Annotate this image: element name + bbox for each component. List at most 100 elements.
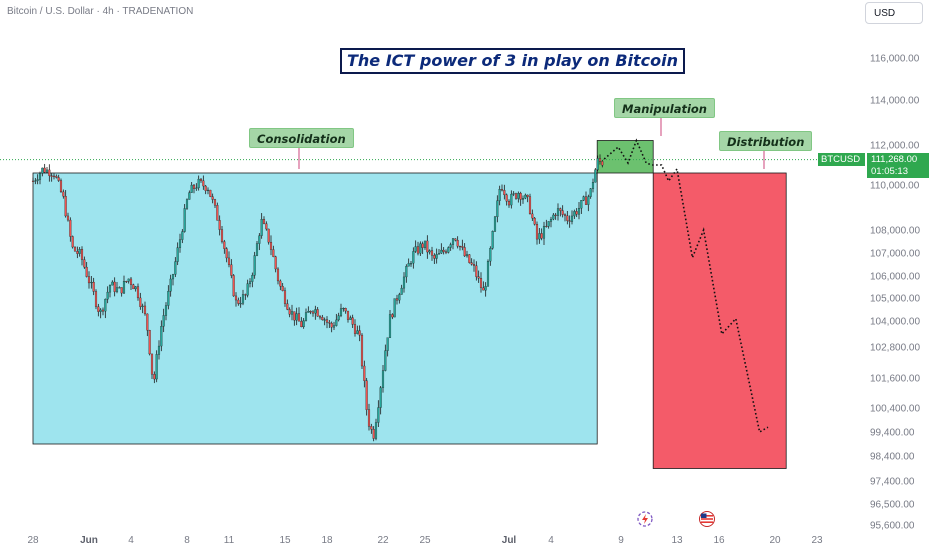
candle	[190, 181, 193, 193]
candle	[213, 198, 217, 208]
x-tick-label: 28	[27, 535, 39, 546]
candle	[484, 282, 487, 297]
candle	[141, 303, 144, 314]
candle	[365, 377, 368, 416]
candle	[500, 184, 504, 192]
candle	[400, 284, 403, 295]
candle	[241, 289, 245, 306]
currency-button[interactable]: USD	[865, 2, 923, 24]
candle	[346, 310, 350, 323]
candle	[230, 259, 233, 279]
candle	[38, 171, 42, 185]
candle	[288, 307, 291, 318]
candle	[353, 319, 357, 337]
candle	[260, 213, 263, 239]
candle	[552, 212, 555, 221]
candle	[407, 258, 410, 267]
x-tick-label: Jun	[80, 535, 98, 546]
candle	[139, 292, 142, 310]
candle	[596, 155, 599, 172]
candle	[209, 189, 212, 198]
candle	[454, 238, 457, 242]
candle	[549, 216, 553, 228]
candle	[377, 400, 380, 427]
candle	[309, 310, 312, 315]
candle	[328, 319, 331, 328]
candles-layer	[31, 154, 604, 442]
y-tick-label: 100,400.00	[870, 404, 920, 415]
y-tick-label: 116,000.00	[870, 54, 920, 65]
candle	[216, 202, 219, 221]
y-tick-label: 108,000.00	[870, 226, 920, 237]
candle	[171, 273, 175, 286]
candle	[496, 195, 499, 223]
candle	[594, 167, 597, 183]
candle	[514, 192, 518, 200]
candle	[440, 243, 443, 254]
current-price-tag: 111,268.00	[867, 153, 929, 166]
candle	[239, 296, 242, 308]
candle	[437, 249, 441, 255]
candle	[197, 175, 200, 191]
candle	[169, 274, 172, 297]
candle	[589, 188, 592, 199]
candle	[127, 278, 130, 284]
candle	[561, 205, 564, 218]
candle	[342, 307, 345, 312]
candle	[491, 230, 494, 250]
x-tick-label: 13	[671, 535, 683, 546]
candle	[554, 212, 557, 220]
candle	[519, 191, 522, 206]
candle	[118, 286, 121, 289]
consolidation-label: Consolidation	[249, 128, 354, 148]
candle	[526, 194, 529, 203]
candle	[503, 184, 506, 200]
candle	[386, 337, 389, 357]
distribution-label: Distribution	[719, 131, 813, 151]
y-tick-label: 102,800.00	[870, 343, 920, 354]
time-axis[interactable]: 28 Jun 4 8 11 15 18 22 25 Jul 4 9 13 16 20 23	[27, 535, 823, 546]
lightning-icon[interactable]	[637, 511, 653, 527]
candle	[428, 249, 431, 255]
candle	[66, 212, 70, 222]
symbol-header: Bitcoin / U.S. Dollar · 4h · TRADENATION	[7, 6, 194, 17]
candle	[458, 245, 462, 251]
candle	[528, 193, 532, 215]
candle	[178, 233, 182, 253]
candle	[125, 280, 128, 284]
candle	[90, 276, 93, 289]
candle	[311, 310, 315, 317]
candle	[570, 210, 574, 225]
candle	[276, 267, 280, 285]
candle	[148, 329, 151, 356]
candle	[351, 314, 354, 328]
candle	[162, 308, 165, 333]
candle	[146, 313, 149, 337]
price-axis[interactable]: 116,000.00 114,000.00 112,000.00 110,000.00…	[870, 54, 920, 532]
x-tick-label: 25	[419, 535, 431, 546]
candle	[316, 307, 319, 317]
candle	[50, 173, 53, 182]
candle	[293, 311, 296, 326]
candle	[335, 313, 338, 327]
candle	[426, 235, 429, 259]
candle	[498, 185, 501, 206]
us-flag-icon[interactable]	[699, 511, 715, 527]
candle	[92, 277, 95, 296]
candle	[78, 247, 81, 257]
candle	[449, 242, 452, 251]
manipulation-label: Manipulation	[614, 98, 715, 118]
y-tick-label: 105,000.00	[870, 294, 920, 305]
candle	[31, 177, 35, 182]
candle	[414, 240, 417, 253]
candle	[164, 302, 168, 321]
symbol-price-tag: BTCUSD	[818, 153, 865, 166]
candle	[255, 241, 259, 257]
candle	[435, 248, 438, 264]
candle	[566, 210, 569, 225]
x-tick-label: 15	[279, 535, 291, 546]
candle	[71, 235, 74, 249]
candle	[330, 321, 333, 333]
y-tick-label: 104,000.00	[870, 317, 920, 328]
